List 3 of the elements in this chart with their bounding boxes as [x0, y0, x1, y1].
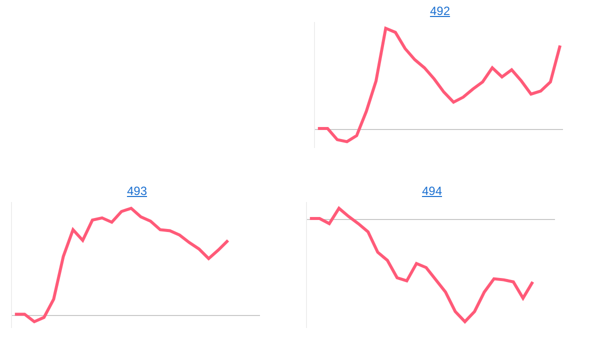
chart-title: 493 — [126, 184, 148, 198]
chart-title: 492 — [428, 4, 452, 18]
chart-title: 494 — [420, 184, 444, 198]
